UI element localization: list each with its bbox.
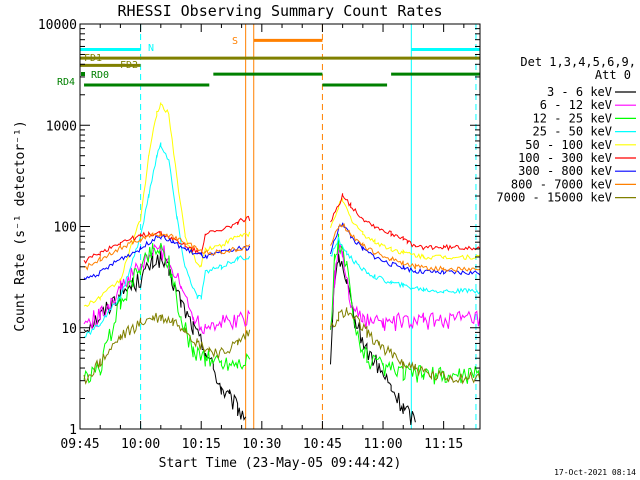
series-line-4 bbox=[83, 102, 481, 308]
flag-label-fd2: FD2 bbox=[120, 60, 138, 71]
legend-label-7: 800 - 7000 keV bbox=[511, 177, 612, 191]
x-tick-label-3: 10:30 bbox=[242, 437, 281, 452]
legend-label-5: 100 - 300 keV bbox=[518, 151, 612, 165]
rd0-marker bbox=[81, 72, 85, 76]
y-axis: 1 10 100 1000 10000 bbox=[38, 18, 480, 438]
flag-label-rd0: RD0 bbox=[91, 70, 109, 81]
legend-label-8: 7000 - 15000 keV bbox=[496, 191, 612, 205]
x-axis-label: Start Time (23-May-05 09:44:42) bbox=[159, 456, 402, 471]
legend-label-2: 12 - 25 keV bbox=[533, 111, 612, 125]
footer-date: 17-Oct-2021 08:14 bbox=[554, 468, 636, 477]
series-line-8 bbox=[83, 307, 481, 385]
legend-label-4: 50 - 100 keV bbox=[525, 138, 612, 152]
chart-title: RHESSI Observing Summary Count Rates bbox=[117, 2, 442, 20]
x-tick-label-4: 10:45 bbox=[303, 437, 342, 452]
legend-label-0: 3 - 6 keV bbox=[547, 85, 612, 99]
y-tick-label-4: 10000 bbox=[38, 18, 77, 33]
y-tick-label-1: 10 bbox=[61, 322, 77, 337]
legend-label-1: 6 - 12 keV bbox=[540, 98, 612, 112]
x-tick-label-6: 11:15 bbox=[424, 437, 463, 452]
x-tick-label-0: 09:45 bbox=[60, 437, 99, 452]
legend-title-line-2: Att 0 bbox=[595, 68, 631, 82]
flag-label-rd4: RD4 bbox=[57, 77, 75, 88]
x-tick-label-1: 10:00 bbox=[121, 437, 160, 452]
x-tick-label-5: 11:00 bbox=[363, 437, 402, 452]
y-tick-label-2: 100 bbox=[54, 221, 77, 236]
plot-area: N S FD1 FD2 RD0 RD4 bbox=[57, 24, 481, 429]
series-line-7 bbox=[83, 223, 481, 273]
legend-label-3: 25 - 50 keV bbox=[533, 125, 612, 139]
y-axis-label: Count Rate (s⁻¹ detector⁻¹) bbox=[13, 120, 28, 331]
y-tick-label-0: 1 bbox=[69, 423, 77, 438]
x-axis: 09:45 10:00 10:15 10:30 10:45 11:00 11:15 bbox=[60, 24, 465, 452]
series-line-3 bbox=[83, 142, 481, 338]
x-tick-label-2: 10:15 bbox=[182, 437, 221, 452]
series-line-2 bbox=[83, 233, 481, 385]
legend-title-line-1: Det 1,3,4,5,6,9, bbox=[520, 55, 636, 69]
y-tick-label-3: 1000 bbox=[46, 119, 77, 134]
flag-label-n: N bbox=[148, 43, 154, 54]
legend-label-6: 300 - 800 keV bbox=[518, 164, 612, 178]
series-line-0 bbox=[83, 250, 416, 426]
flag-label-s: S bbox=[232, 36, 238, 47]
flag-label-fd1: FD1 bbox=[84, 53, 102, 64]
